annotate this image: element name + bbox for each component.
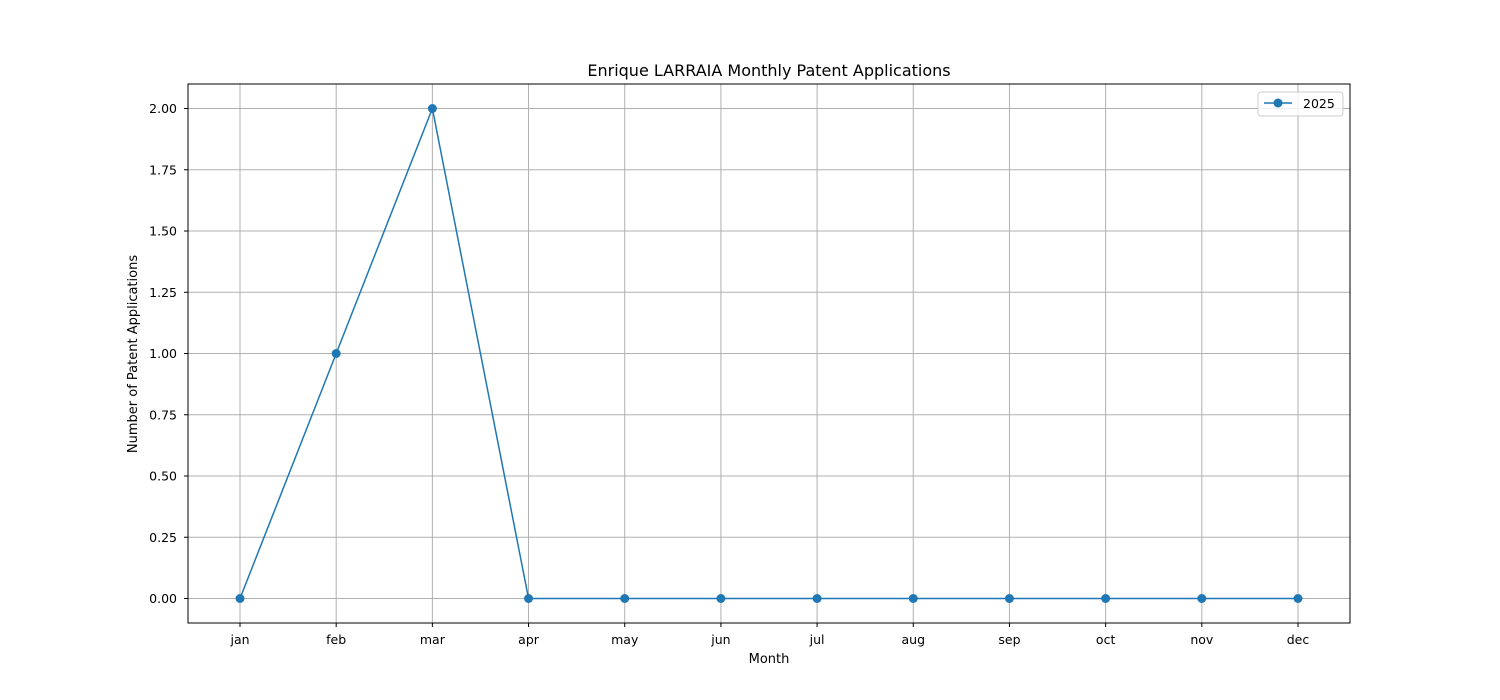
y-tick-label: 0.00 [149, 591, 177, 606]
data-point [1005, 594, 1014, 603]
y-tick-label: 0.75 [149, 407, 177, 422]
y-tick-label: 1.75 [149, 162, 177, 177]
y-tick-label: 0.50 [149, 469, 177, 484]
x-tick-label: aug [902, 632, 926, 647]
legend-marker [1274, 99, 1283, 108]
legend-label: 2025 [1303, 96, 1335, 111]
y-tick-label: 1.25 [149, 285, 177, 300]
data-point [524, 594, 533, 603]
x-tick-label: mar [420, 632, 446, 647]
legend: 2025 [1258, 92, 1343, 116]
data-point [1101, 594, 1110, 603]
data-point [236, 594, 245, 603]
y-tick-label: 0.25 [149, 530, 177, 545]
data-point [620, 594, 629, 603]
data-point [1197, 594, 1206, 603]
y-tick-label: 1.50 [149, 224, 177, 239]
y-tick-label: 1.00 [149, 346, 177, 361]
data-point [428, 104, 437, 113]
x-tick-label: sep [998, 632, 1020, 647]
x-tick-label: nov [1190, 632, 1214, 647]
x-tick-label: jan [229, 632, 249, 647]
x-tick-label: jun [710, 632, 730, 647]
x-tick-label: feb [326, 632, 346, 647]
data-point [332, 349, 341, 358]
x-tick-label: apr [518, 632, 540, 647]
data-point [813, 594, 822, 603]
x-tick-label: oct [1096, 632, 1116, 647]
chart-title: Enrique LARRAIA Monthly Patent Applicati… [587, 61, 950, 80]
x-tick-label: jul [809, 632, 825, 647]
y-axis-label: Number of Patent Applications [126, 255, 141, 453]
x-axis-label: Month [749, 652, 790, 667]
chart: jan feb mar apr may jun jul aug sep oct nov dec 0.00… [0, 0, 1500, 700]
x-tick-label: dec [1287, 632, 1310, 647]
data-point [909, 594, 918, 603]
y-tick-label: 2.00 [149, 101, 177, 116]
data-point [716, 594, 725, 603]
data-point [1294, 594, 1303, 603]
x-tick-label: may [611, 632, 639, 647]
